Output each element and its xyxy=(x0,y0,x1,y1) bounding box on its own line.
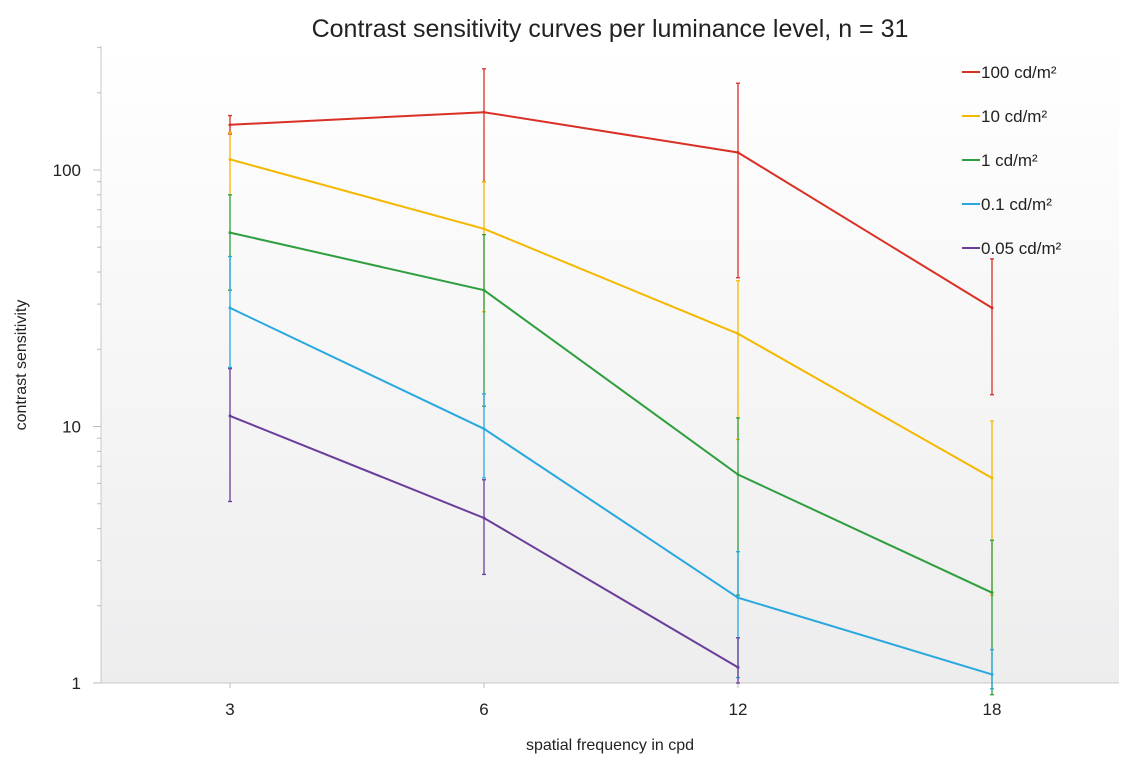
legend-label: 0.05 cd/m² xyxy=(981,239,1062,258)
series-line xyxy=(229,231,993,594)
legend-label: 10 cd/m² xyxy=(981,107,1047,126)
data-point xyxy=(736,151,740,155)
data-point xyxy=(228,306,232,310)
data-point xyxy=(736,665,740,669)
y-axis-label: contrast sensitivity xyxy=(13,300,30,431)
data-point xyxy=(990,672,994,676)
chart-title: Contrast sensitivity curves per luminanc… xyxy=(312,15,909,43)
data-point xyxy=(228,414,232,418)
legend-item: 100 cd/m² xyxy=(962,63,1057,82)
data-point xyxy=(736,332,740,336)
data-point xyxy=(228,231,232,235)
legend-item: 10 cd/m² xyxy=(962,107,1047,126)
x-tick-label: 3 xyxy=(225,700,234,719)
legend-label: 100 cd/m² xyxy=(981,63,1057,82)
legend-label: 0.1 cd/m² xyxy=(981,195,1052,214)
legend-item: 1 cd/m² xyxy=(962,151,1038,170)
series-4 xyxy=(228,368,740,684)
series-line xyxy=(229,158,993,479)
data-point xyxy=(990,476,994,480)
data-point xyxy=(736,596,740,600)
data-point xyxy=(990,591,994,595)
data-point xyxy=(228,157,232,161)
legend-label: 1 cd/m² xyxy=(981,151,1038,170)
data-point xyxy=(228,123,232,127)
data-point xyxy=(482,110,486,114)
data-point xyxy=(482,516,486,520)
x-tick-label: 18 xyxy=(983,700,1002,719)
y-tick-label: 100 xyxy=(53,161,81,180)
legend-item: 0.1 cd/m² xyxy=(962,195,1052,214)
series-0 xyxy=(228,68,994,396)
plot-area xyxy=(101,46,1119,683)
series-line xyxy=(229,111,993,309)
x-tick-label: 12 xyxy=(729,700,748,719)
data-point xyxy=(482,427,486,431)
data-point xyxy=(482,227,486,231)
series-line xyxy=(229,306,993,676)
data-point xyxy=(990,306,994,310)
y-tick-label: 1 xyxy=(72,674,81,693)
x-tick-label: 6 xyxy=(479,700,488,719)
data-point xyxy=(482,288,486,292)
y-tick-label: 10 xyxy=(62,418,81,437)
x-axis-label: spatial frequency in cpd xyxy=(526,737,694,754)
data-point xyxy=(736,472,740,476)
legend-item: 0.05 cd/m² xyxy=(962,239,1062,258)
